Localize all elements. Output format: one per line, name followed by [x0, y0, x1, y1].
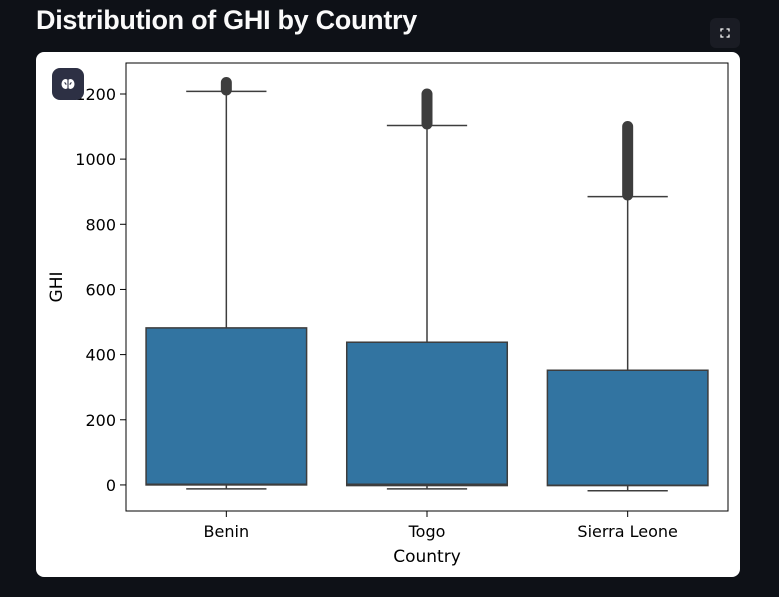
- fullscreen-button[interactable]: [710, 18, 740, 48]
- ghi-boxplot: 0 200 400 600 800 1000 1200 Benin Togo Sierra Le…: [47, 62, 729, 567]
- box-sierra-leone: [546, 369, 709, 487]
- box-togo: [345, 341, 509, 487]
- brain-icon: [61, 79, 75, 89]
- y-tick-label-3: 600: [85, 280, 116, 299]
- y-tick-label-2: 400: [85, 346, 116, 365]
- assistant-button[interactable]: [52, 68, 84, 100]
- y-tick-label-5: 1000: [75, 150, 116, 169]
- x-tick-label-sierra-leone: Sierra Leone: [577, 522, 677, 541]
- y-tick-label-6: 1200: [75, 85, 116, 104]
- y-tick-label-1: 200: [85, 411, 116, 430]
- fullscreen-icon: [720, 28, 730, 38]
- y-tick-label-4: 800: [85, 215, 116, 234]
- x-tick-label-togo: Togo: [408, 522, 446, 541]
- page-title: Distribution of GHI by Country: [36, 5, 417, 35]
- x-axis-label: Country: [393, 547, 461, 567]
- x-tick-label-benin: Benin: [204, 522, 250, 541]
- y-tick-label-0: 0: [106, 476, 116, 495]
- box-benin: [145, 327, 308, 486]
- y-axis-label: GHI: [47, 272, 67, 303]
- chart-card: 0 200 400 600 800 1000 1200 Benin Togo Sierra Le…: [36, 52, 740, 577]
